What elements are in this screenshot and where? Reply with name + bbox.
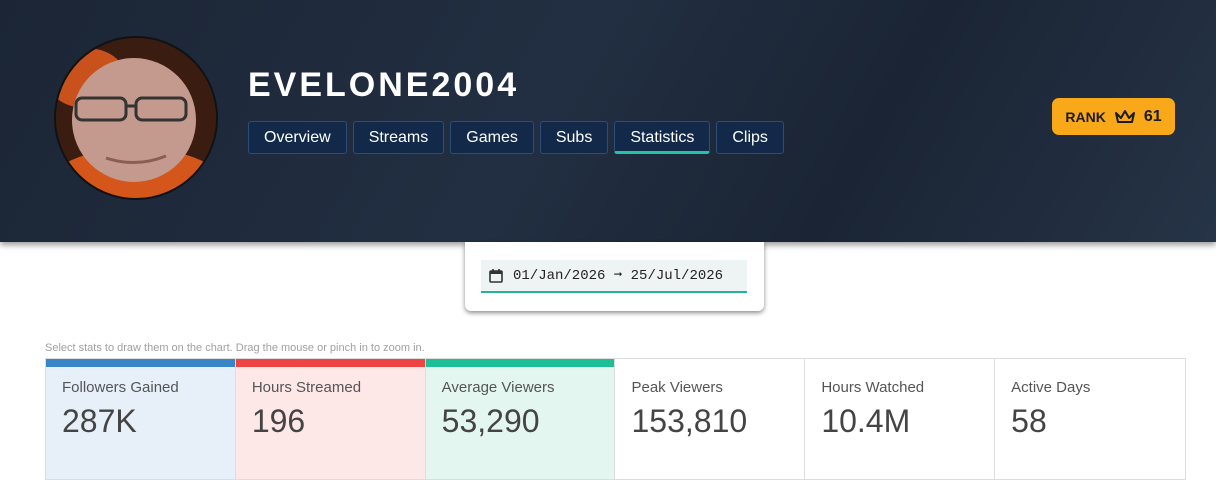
hint-text: Select stats to draw them on the chart. … [45, 342, 425, 354]
card-color-bar [425, 359, 615, 367]
stat-card[interactable]: Active Days 58 [995, 359, 1185, 479]
rank-value: 61 [1143, 107, 1162, 125]
date-panel: 01/Jan/2026 ➞ 25/Jul/2026 [465, 242, 764, 311]
stat-label: Hours Streamed [251, 379, 362, 396]
stat-value: 153,810 [631, 403, 748, 439]
card-color-bar [46, 359, 235, 367]
stat-label: Followers Gained [62, 379, 179, 396]
avatar [54, 36, 218, 200]
stat-card[interactable]: Followers Gained 287K [46, 359, 236, 479]
profile-header: EVELONE2004 Overview Streams Games Subs Stat… [0, 0, 1216, 242]
crown-icon [1114, 109, 1135, 123]
stat-cards: Followers Gained 287K Hours Streamed 196 Ave… [45, 358, 1186, 480]
stat-value: 53,290 [441, 403, 540, 439]
stat-label: Active Days [1011, 379, 1091, 396]
stat-value: 58 [1011, 403, 1047, 439]
rank-label: RANK [1065, 108, 1106, 125]
stat-label: Average Viewers [441, 379, 555, 396]
stat-value: 10.4M [821, 403, 911, 439]
tab[interactable]: Streams [352, 121, 445, 154]
stat-card[interactable]: Hours Watched 10.4M [805, 359, 996, 479]
tab[interactable]: Overview [248, 121, 347, 154]
tab[interactable]: Subs [539, 121, 609, 154]
card-color-bar [235, 359, 425, 367]
channel-name: EVELONE2004 [248, 66, 520, 104]
stat-value: 196 [251, 403, 306, 439]
rank-badge[interactable]: RANK 61 [1052, 98, 1175, 135]
date-range: 01/Jan/2026 ➞ 25/Jul/2026 [513, 268, 724, 284]
stat-value: 287K [62, 403, 137, 439]
tab[interactable]: Clips [716, 121, 784, 154]
stat-card[interactable]: Hours Streamed 196 [235, 359, 426, 479]
tab[interactable]: Games [450, 121, 534, 154]
calendar-icon [489, 269, 503, 283]
stat-card[interactable]: Peak Viewers 153,810 [615, 359, 806, 479]
tab-bar: Overview Streams Games Subs Statistics Clips [248, 121, 784, 154]
stat-label: Hours Watched [821, 379, 925, 396]
date-range-field[interactable]: 01/Jan/2026 ➞ 25/Jul/2026 [481, 260, 747, 293]
tab[interactable]: Statistics [614, 121, 711, 154]
avatar-image [56, 38, 216, 198]
stat-label: Peak Viewers [631, 379, 723, 396]
stat-card[interactable]: Average Viewers 53,290 [425, 359, 616, 479]
